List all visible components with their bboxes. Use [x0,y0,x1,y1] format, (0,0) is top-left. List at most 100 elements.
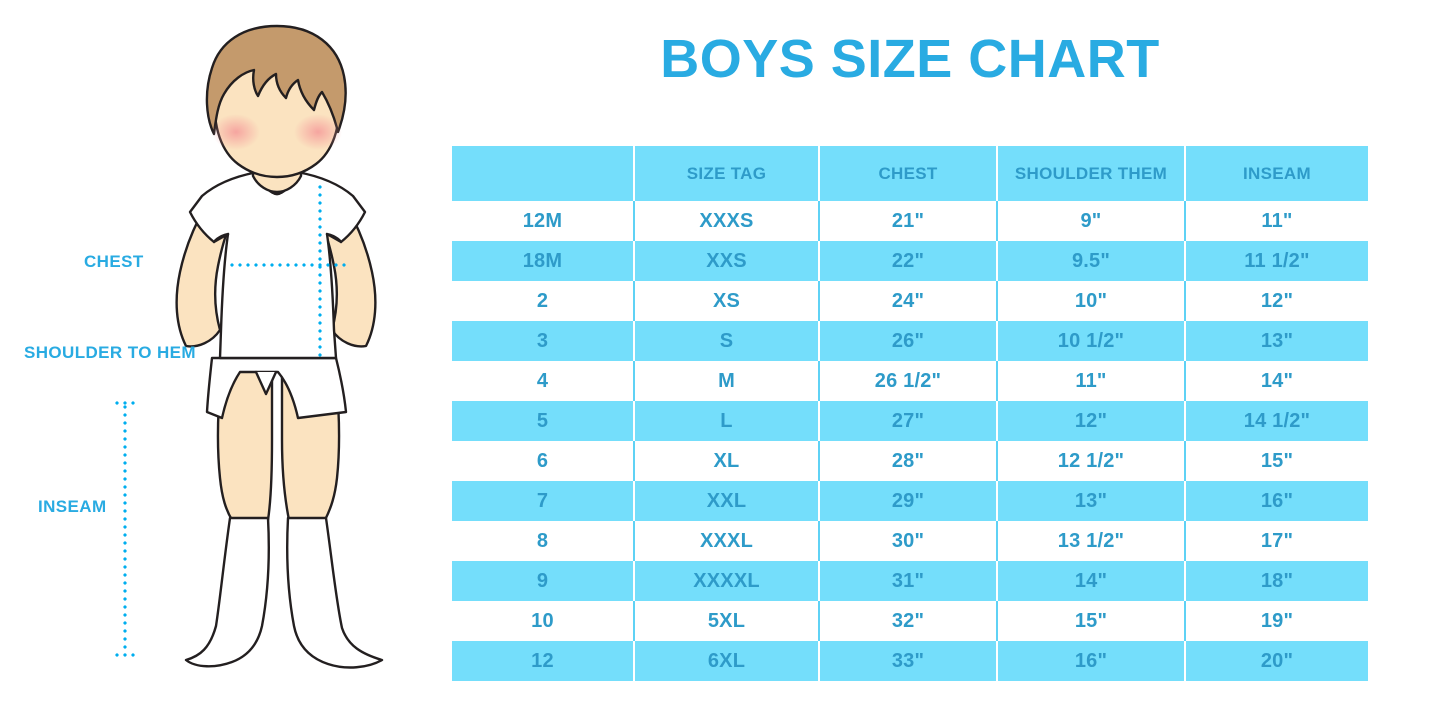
cell-size-tag: XL [634,441,820,481]
cell-size-tag: 6XL [634,641,820,681]
cell-inseam: 15" [1185,441,1368,481]
cell-size-tag: XXS [634,241,820,281]
table-header: SIZE TAG CHEST SHOULDER THEM INSEAM [452,146,1368,201]
cell-shoulder: 14" [997,561,1186,601]
cell-shoulder: 11" [997,361,1186,401]
cell-chest: 26" [819,321,998,361]
table-row: 5 L 27" 12" 14 1/2" [452,401,1368,441]
cell-shoulder: 16" [997,641,1186,681]
right-blush [294,114,342,150]
table-row: 18M XXS 22" 9.5" 11 1/2" [452,241,1368,281]
shorts-crotch [254,370,278,396]
column-header-age [452,146,635,201]
cell-age: 12 [452,641,635,681]
cell-shoulder: 9" [997,201,1186,241]
cell-shoulder: 12 1/2" [997,441,1186,481]
cell-size-tag: XS [634,281,820,321]
cell-chest: 24" [819,281,998,321]
cell-inseam: 18" [1185,561,1368,601]
cell-inseam: 12" [1185,281,1368,321]
cell-inseam: 14 1/2" [1185,401,1368,441]
cell-size-tag: 5XL [634,601,820,641]
cell-size-tag: XXXS [634,201,820,241]
cell-inseam: 17" [1185,521,1368,561]
cell-chest: 32" [819,601,998,641]
left-blush [212,114,260,150]
cell-inseam: 13" [1185,321,1368,361]
shoulder-to-hem-measure-line [318,183,322,359]
cell-age: 4 [452,361,635,401]
boy-figure-svg [175,24,384,669]
table-row: 6 XL 28" 12 1/2" 15" [452,441,1368,481]
column-header-size-tag: SIZE TAG [634,146,820,201]
table-header-row: SIZE TAG CHEST SHOULDER THEM INSEAM [452,146,1368,201]
cell-size-tag: S [634,321,820,361]
cell-chest: 33" [819,641,998,681]
cell-age: 5 [452,401,635,441]
table-row: 3 S 26" 10 1/2" 13" [452,321,1368,361]
cell-size-tag: M [634,361,820,401]
table-row: 2 XS 24" 10" 12" [452,281,1368,321]
cell-age: 2 [452,281,635,321]
table-row: 9 XXXXL 31" 14" 18" [452,561,1368,601]
cell-size-tag: XXXL [634,521,820,561]
cell-shoulder: 15" [997,601,1186,641]
cell-age: 12M [452,201,635,241]
cell-age: 8 [452,521,635,561]
cell-inseam: 20" [1185,641,1368,681]
boy-illustration: CHEST SHOULDER TO HEM INSEAM [0,0,452,723]
cell-shoulder: 13" [997,481,1186,521]
cell-chest: 30" [819,521,998,561]
shoulder-to-hem-measure-label: SHOULDER TO HEM [24,343,196,362]
shorts [205,356,348,420]
cell-inseam: 11 1/2" [1185,241,1368,281]
chest-measure-line [228,263,346,267]
cell-age: 3 [452,321,635,361]
cell-shoulder: 12" [997,401,1186,441]
cell-chest: 31" [819,561,998,601]
cell-size-tag: XXXXL [634,561,820,601]
cell-age: 18M [452,241,635,281]
cell-age: 7 [452,481,635,521]
table-row: 12 6XL 33" 16" 20" [452,641,1368,681]
inseam-bottom-cap [113,653,137,657]
size-chart-table: SIZE TAG CHEST SHOULDER THEM INSEAM 12M X… [452,146,1368,681]
left-sock-shoe [184,516,270,668]
column-header-inseam: INSEAM [1185,146,1368,201]
table-body: 12M XXXS 21" 9" 11" 18M XXS 22" 9.5" 11 1/2" 2 XS 24… [452,201,1368,681]
cell-shoulder: 9.5" [997,241,1186,281]
cell-chest: 27" [819,401,998,441]
page-title: BOYS SIZE CHART [660,29,1160,89]
cell-chest: 29" [819,481,998,521]
left-sleeve-hem [212,232,230,244]
column-header-shoulder: SHOULDER THEM [997,146,1186,201]
column-header-chest: CHEST [819,146,998,201]
cell-inseam: 11" [1185,201,1368,241]
table-row: 7 XXL 29" 13" 16" [452,481,1368,521]
inseam-measure-label: INSEAM [38,497,107,516]
cell-age: 6 [452,441,635,481]
cell-chest: 28" [819,441,998,481]
table-row: 10 5XL 32" 15" 19" [452,601,1368,641]
right-sleeve-hem [325,232,343,244]
cell-size-tag: XXL [634,481,820,521]
cell-shoulder: 10 1/2" [997,321,1186,361]
cell-inseam: 16" [1185,481,1368,521]
table-row: 8 XXXL 30" 13 1/2" 17" [452,521,1368,561]
cell-chest: 21" [819,201,998,241]
table-row: 4 M 26 1/2" 11" 14" [452,361,1368,401]
cell-chest: 22" [819,241,998,281]
cell-chest: 26 1/2" [819,361,998,401]
inseam-measure-line [123,403,127,655]
table-row: 12M XXXS 21" 9" 11" [452,201,1368,241]
right-sock-shoe [286,516,384,669]
cell-shoulder: 13 1/2" [997,521,1186,561]
cell-age: 10 [452,601,635,641]
cell-size-tag: L [634,401,820,441]
cell-shoulder: 10" [997,281,1186,321]
cell-age: 9 [452,561,635,601]
inseam-top-cap [113,401,137,405]
cell-inseam: 14" [1185,361,1368,401]
cell-inseam: 19" [1185,601,1368,641]
